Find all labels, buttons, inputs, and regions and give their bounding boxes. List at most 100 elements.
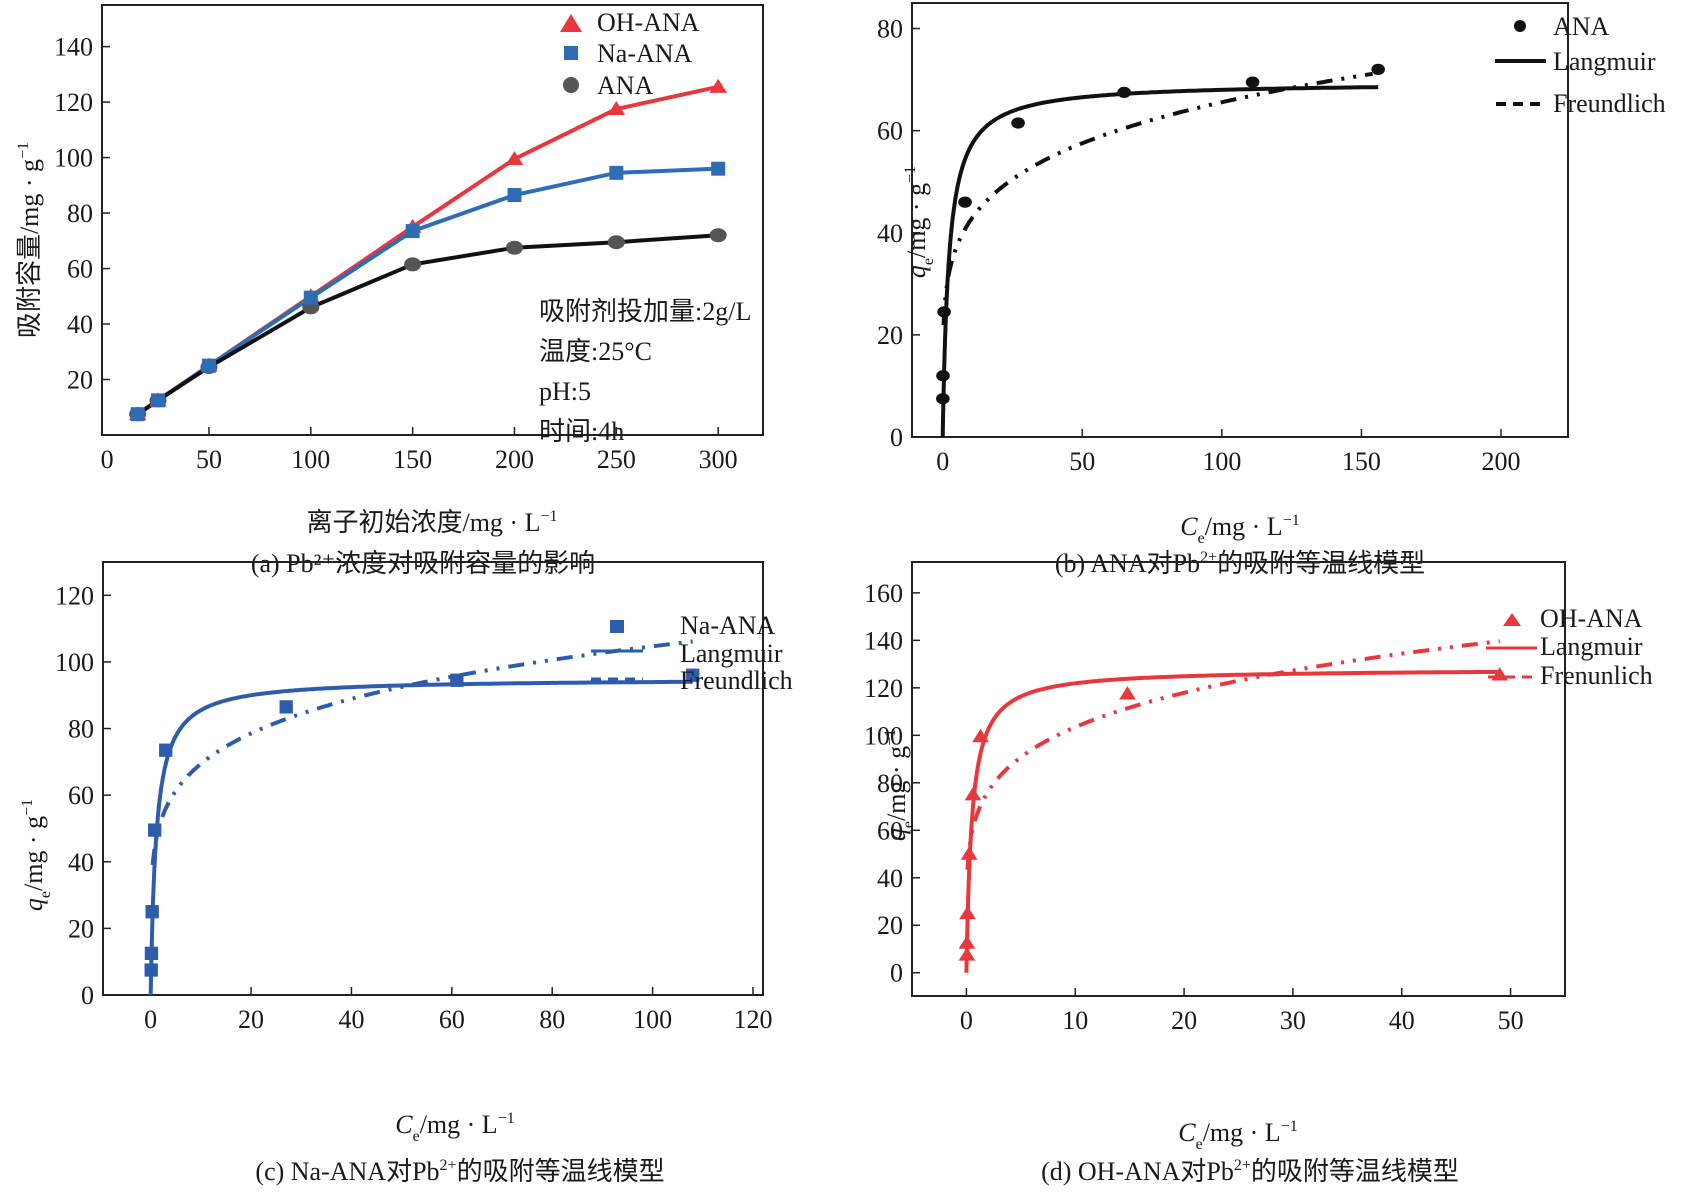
legend-label-oh-ana: OH-ANA xyxy=(597,8,700,37)
x-tick-label: 60 xyxy=(439,1005,465,1034)
x-tick-label: 10 xyxy=(1062,1006,1088,1035)
legend: OH-ANA Langmuir Frenunlich xyxy=(1486,604,1653,690)
legend: Na-ANA Langmuir Freundlich xyxy=(591,611,793,695)
data-point-oh-ana xyxy=(709,78,727,93)
legend-label-ana: ANA xyxy=(1553,12,1610,41)
y-tick-label: 100 xyxy=(864,721,903,750)
y-tick-label: 40 xyxy=(67,310,93,339)
x-ticks: 0 50 100 150 200 xyxy=(936,429,1521,476)
data-point xyxy=(972,728,989,743)
series-line-na-ana xyxy=(136,166,719,416)
x-tick-label: 150 xyxy=(393,445,432,474)
y-ticks: 0 20 40 60 80 100 120 140 160 xyxy=(864,579,920,988)
y-tick-label: 140 xyxy=(864,626,903,655)
y-ticks: 0 20 40 60 80 xyxy=(877,15,920,452)
legend-marker-oh-ana xyxy=(560,14,582,32)
x-tick-label: 20 xyxy=(238,1005,264,1034)
conditions-annotation: 吸附剂投加量:2g/L 温度:25°C pH:5 时间:4h xyxy=(539,297,751,446)
data-point-oh-ana xyxy=(505,150,524,165)
data-markers xyxy=(144,668,700,977)
y-axis-label: 吸附容量/mg · g−1 xyxy=(15,142,44,338)
y-tick-label: 60 xyxy=(67,255,93,284)
data-point xyxy=(958,947,976,961)
x-tick-label: 50 xyxy=(1069,447,1095,476)
legend-label-na-ana: Na-ANA xyxy=(680,611,776,640)
x-tick-label: 120 xyxy=(733,1005,772,1034)
panel-c: 0 20 40 60 80 100 120 0 20 40 60 80 100 120 Ce/mg · … xyxy=(19,561,793,1186)
x-tick-label: 0 xyxy=(144,1005,157,1034)
data-markers xyxy=(958,667,1509,961)
x-axis-label: Ce/mg · L−1 xyxy=(1178,1118,1297,1153)
y-tick-label: 20 xyxy=(68,914,94,943)
data-point xyxy=(450,673,464,687)
y-tick-label: 20 xyxy=(67,366,93,395)
data-point xyxy=(958,935,976,949)
y-tick-label: 160 xyxy=(864,579,903,608)
y-tick-label: 0 xyxy=(890,959,903,988)
annotation-dosage: 吸附剂投加量:2g/L xyxy=(539,297,751,326)
x-ticks: 0 50 100 150 200 250 300 xyxy=(101,427,738,474)
x-tick-label: 100 xyxy=(633,1005,672,1034)
y-tick-label: 40 xyxy=(877,864,903,893)
legend: OH-ANA Na-ANA ANA xyxy=(560,8,700,100)
caption-a: (a) Pb²⁺浓度对吸附容量的影响 xyxy=(251,549,595,578)
x-tick-label: 30 xyxy=(1280,1006,1306,1035)
y-tick-label: 60 xyxy=(877,816,903,845)
x-tick-label: 0 xyxy=(936,447,949,476)
data-point xyxy=(959,905,976,920)
data-point-na-ana xyxy=(711,161,726,176)
data-point xyxy=(1117,86,1131,98)
annotation-ph: pH:5 xyxy=(539,377,591,406)
data-point xyxy=(936,370,950,382)
y-tick-label: 60 xyxy=(68,781,94,810)
y-axis-label: qe/mg · g−1 xyxy=(882,729,917,841)
legend: ANA Langmuir Freundlich xyxy=(1495,12,1666,118)
y-tick-label: 60 xyxy=(877,117,903,146)
x-tick-label: 200 xyxy=(495,445,534,474)
data-point xyxy=(1371,63,1385,75)
data-point xyxy=(958,196,972,208)
legend-label-freundlich: Freundlich xyxy=(1553,89,1666,118)
data-point-na-ana xyxy=(507,188,522,203)
x-tick-label: 0 xyxy=(960,1006,973,1035)
x-tick-label: 50 xyxy=(1498,1006,1524,1035)
data-point xyxy=(1011,117,1025,129)
data-point xyxy=(148,823,162,837)
data-point-ana xyxy=(709,228,727,243)
x-tick-label: 150 xyxy=(1342,447,1381,476)
plot-frame xyxy=(911,561,1566,997)
data-point xyxy=(159,743,173,757)
langmuir-curve xyxy=(940,85,1379,437)
data-point xyxy=(936,393,950,405)
y-axis-label: qe/mg · g−1 xyxy=(902,166,937,278)
data-point xyxy=(686,668,700,682)
legend-marker-ana xyxy=(563,77,579,93)
series-line-ana xyxy=(136,233,719,416)
x-tick-label: 40 xyxy=(1389,1006,1415,1035)
legend-label-freundlich: Frenunlich xyxy=(1540,661,1653,690)
y-tick-label: 20 xyxy=(877,911,903,940)
x-tick-label: 300 xyxy=(699,445,738,474)
x-tick-label: 100 xyxy=(291,445,330,474)
data-point-ana xyxy=(404,257,422,272)
model-lines xyxy=(148,639,693,995)
legend-marker-ana xyxy=(1514,20,1526,32)
x-axis-label: Ce/mg · L−1 xyxy=(1180,512,1299,547)
data-point xyxy=(279,700,293,714)
data-point xyxy=(144,963,158,977)
data-point-na-ana xyxy=(130,407,145,422)
legend-marker-na-ana xyxy=(564,46,578,60)
x-tick-label: 20 xyxy=(1171,1006,1197,1035)
plot-frame xyxy=(101,4,764,436)
freundlich-curve xyxy=(941,71,1373,326)
legend-marker-na-ana xyxy=(610,620,624,633)
legend-marker-oh-ana xyxy=(1503,613,1521,626)
y-tick-label: 120 xyxy=(54,88,93,117)
x-axis-label: 离子初始浓度/mg · L−1 xyxy=(306,508,557,537)
legend-label-langmuir: Langmuir xyxy=(1540,632,1643,661)
x-ticks: 0 20 40 60 80 100 120 xyxy=(144,987,772,1034)
y-tick-label: 80 xyxy=(67,199,93,228)
y-axis-label: qe/mg · g−1 xyxy=(19,799,54,911)
legend-label-langmuir: Langmuir xyxy=(680,639,783,668)
data-point-oh-ana xyxy=(607,101,626,116)
